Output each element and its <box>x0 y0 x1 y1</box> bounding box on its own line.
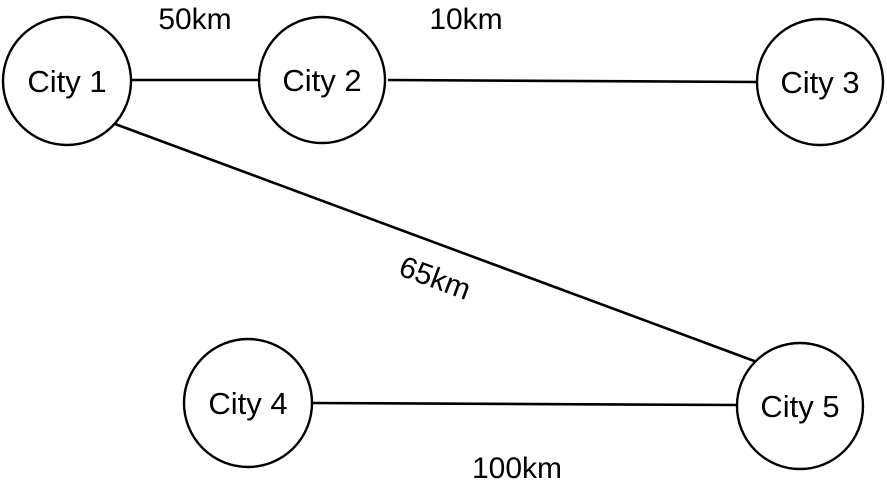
edge-label-city1-city5: 65km <box>395 250 475 306</box>
node-city3-circle <box>755 17 885 147</box>
node-city3-label: City 3 <box>780 65 859 100</box>
node-city5-label: City 5 <box>760 389 839 424</box>
edge-label-city2-city3: 10km <box>429 3 502 36</box>
node-city1-label: City 1 <box>27 64 106 99</box>
edge-label-city4-city5: 100km <box>472 452 562 482</box>
node-city4-label: City 4 <box>208 386 287 421</box>
node-city4-circle <box>182 337 314 469</box>
edge-label-city1-city2: 50km <box>158 3 231 36</box>
node-city5: City 5 <box>735 341 865 471</box>
edge-city2-city3 <box>387 78 759 84</box>
edge-city1-city5 <box>114 122 758 364</box>
node-city1-circle <box>1 15 133 147</box>
edge-city4-city5 <box>311 401 738 407</box>
node-city1: City 1 <box>1 15 133 147</box>
node-city2-label: City 2 <box>282 63 361 98</box>
node-city3: City 3 <box>755 17 885 147</box>
node-city2: City 2 <box>257 15 387 145</box>
node-city2-circle <box>257 15 387 145</box>
node-city4: City 4 <box>182 337 314 469</box>
node-city5-circle <box>735 341 865 471</box>
